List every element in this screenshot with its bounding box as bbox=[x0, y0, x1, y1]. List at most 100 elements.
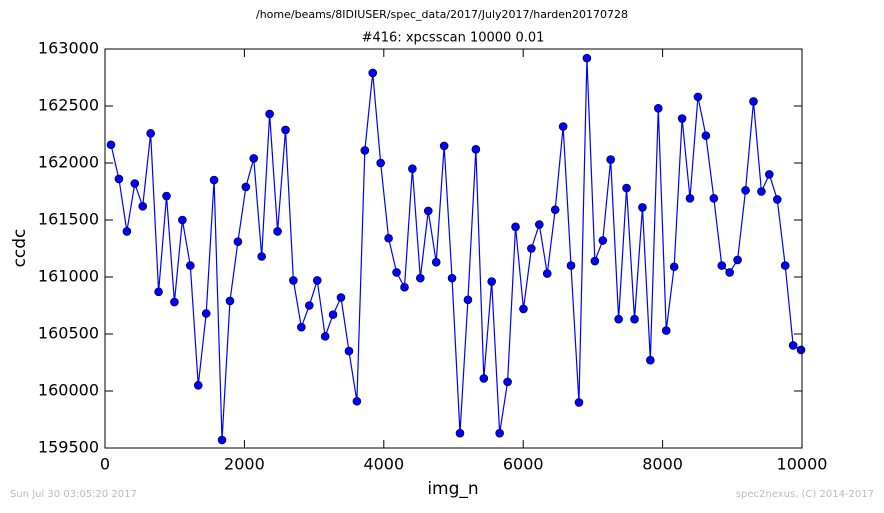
data-point bbox=[447, 273, 457, 283]
y-tick-label: 160500 bbox=[38, 324, 99, 343]
data-point bbox=[693, 92, 703, 102]
data-point bbox=[527, 244, 536, 253]
data-point bbox=[772, 195, 782, 204]
data-point bbox=[471, 145, 481, 154]
data-point bbox=[257, 252, 266, 261]
data-point bbox=[590, 256, 600, 266]
data-point bbox=[209, 175, 219, 185]
data-point bbox=[709, 194, 719, 203]
data-point bbox=[360, 146, 370, 155]
footer-left: Sun Jul 30 03:05:20 2017 bbox=[10, 489, 137, 500]
data-point bbox=[336, 293, 346, 302]
y-tick-label: 163000 bbox=[38, 39, 99, 58]
data-point bbox=[479, 374, 489, 383]
data-point bbox=[725, 268, 734, 277]
data-line bbox=[110, 58, 802, 441]
data-point bbox=[614, 314, 623, 324]
data-point bbox=[677, 114, 687, 123]
x-tick-label: 2000 bbox=[224, 455, 265, 474]
data-point bbox=[487, 277, 496, 286]
data-point bbox=[146, 129, 155, 138]
data-point bbox=[344, 346, 354, 356]
x-tick-label: 4000 bbox=[363, 455, 404, 474]
data-point bbox=[717, 261, 727, 270]
y-tick-label: 160000 bbox=[38, 381, 99, 400]
data-point bbox=[606, 155, 615, 164]
data-point bbox=[114, 174, 124, 184]
footer-right: spec2nexus, (C) 2014-2017 bbox=[736, 489, 874, 500]
data-point bbox=[249, 154, 259, 163]
chart-title: #416: xpcsscan 10000 0.01 bbox=[362, 31, 545, 46]
data-point bbox=[749, 97, 758, 106]
data-point bbox=[582, 53, 592, 63]
data-point bbox=[162, 191, 171, 201]
data-point bbox=[265, 109, 274, 119]
y-tick-label: 159500 bbox=[38, 438, 99, 457]
data-point bbox=[519, 304, 528, 314]
data-point bbox=[178, 215, 187, 225]
data-point bbox=[622, 183, 631, 193]
x-tick-label: 10000 bbox=[777, 455, 828, 474]
data-point bbox=[106, 140, 116, 150]
data-point bbox=[511, 222, 520, 232]
data-point bbox=[352, 396, 362, 406]
data-point bbox=[186, 261, 195, 270]
data-point bbox=[455, 428, 465, 438]
data-point bbox=[757, 187, 766, 196]
data-point bbox=[233, 237, 243, 246]
data-point bbox=[297, 322, 306, 332]
data-point bbox=[741, 186, 750, 195]
data-point bbox=[304, 301, 314, 310]
data-point bbox=[701, 131, 711, 140]
x-tick-label: 0 bbox=[100, 455, 110, 474]
data-point bbox=[788, 341, 798, 350]
data-point bbox=[201, 309, 211, 318]
data-point bbox=[669, 262, 679, 272]
data-point bbox=[535, 220, 544, 229]
data-point bbox=[646, 355, 655, 365]
data-point bbox=[796, 345, 806, 355]
data-point bbox=[550, 205, 560, 215]
data-point bbox=[273, 227, 282, 236]
y-tick-label: 162500 bbox=[38, 96, 99, 115]
data-point bbox=[384, 233, 393, 243]
data-point bbox=[193, 380, 203, 390]
data-point bbox=[439, 141, 449, 151]
data-point bbox=[574, 398, 584, 407]
data-point bbox=[495, 428, 504, 438]
data-point bbox=[281, 125, 290, 135]
data-point bbox=[154, 287, 163, 297]
data-point bbox=[289, 276, 298, 285]
data-point bbox=[376, 158, 385, 168]
data-point bbox=[138, 202, 148, 211]
data-point bbox=[780, 261, 790, 270]
data-point bbox=[328, 310, 338, 319]
data-point bbox=[392, 268, 401, 277]
y-tick-label: 161000 bbox=[38, 267, 99, 286]
x-tick-label: 8000 bbox=[642, 455, 683, 474]
data-point bbox=[416, 273, 425, 283]
x-axis-label: img_n bbox=[427, 479, 478, 499]
data-point bbox=[638, 203, 647, 212]
x-tick-label: 6000 bbox=[503, 455, 544, 474]
data-point bbox=[661, 326, 671, 335]
data-point bbox=[122, 227, 132, 236]
data-point bbox=[542, 269, 552, 278]
suptitle: /home/beams/8IDIUSER/spec_data/2017/July… bbox=[256, 8, 628, 21]
data-point bbox=[368, 68, 378, 78]
data-point bbox=[503, 377, 512, 387]
y-axis-label: ccdc bbox=[10, 229, 30, 268]
data-point bbox=[431, 257, 441, 267]
y-tick-label: 161500 bbox=[38, 210, 99, 229]
data-point bbox=[423, 206, 433, 216]
data-point bbox=[241, 182, 251, 192]
data-point bbox=[312, 276, 322, 285]
data-point bbox=[566, 261, 576, 270]
data-point bbox=[463, 295, 473, 305]
y-tick-label: 162000 bbox=[38, 153, 99, 172]
data-point bbox=[733, 255, 742, 265]
data-point bbox=[558, 122, 568, 131]
data-point bbox=[400, 282, 409, 292]
